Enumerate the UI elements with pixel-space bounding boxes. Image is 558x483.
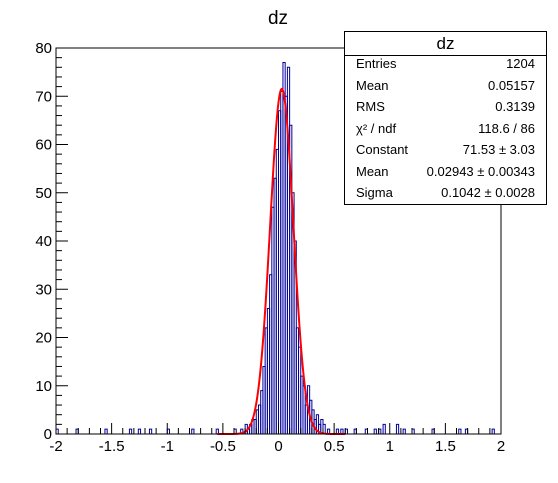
histogram-bin (128, 428, 133, 434)
x-tick-label: -1.5 (99, 438, 125, 455)
histogram-bin (458, 428, 462, 434)
x-tick-label: 0.5 (324, 438, 345, 455)
y-tick-label: 10 (35, 378, 52, 395)
stats-row-value: 1204 (506, 56, 535, 71)
stats-row: Entries 1204 (353, 54, 538, 74)
y-tick-label: 30 (35, 281, 52, 298)
x-tick-label: -0.5 (210, 438, 236, 455)
stats-row-value: 118.6 / 86 (478, 120, 535, 136)
y-tick-label: 50 (35, 185, 52, 202)
stats-row-value: 0.05157 (488, 77, 535, 93)
chart-title: dz (268, 8, 288, 29)
stats-row: Sigma 0.1042 ± 0.0028 (353, 183, 538, 203)
stats-row: Mean 0.02943 ± 0.00343 (353, 162, 538, 182)
stats-box: dz Entries 1204 Mean 0.05157 RMS 0.3139 χ² / n… (344, 31, 547, 205)
stats-row-label: Sigma (356, 185, 393, 200)
y-tick-label: 60 (35, 137, 52, 154)
x-tick-label: 2 (497, 438, 505, 455)
x-tick-label: 1 (386, 438, 394, 455)
stats-row: Constant 71.53 ± 3.03 (353, 140, 538, 160)
gaussian-fit (217, 87, 346, 435)
histogram-bin (395, 423, 400, 434)
stats-row-value: 0.02943 ± 0.00343 (426, 163, 535, 179)
histogram-bin (382, 423, 386, 434)
histogram-bin (137, 428, 142, 434)
histogram-bin (373, 428, 377, 434)
histogram-bin (326, 428, 331, 434)
y-tick-label: 0 (44, 426, 52, 443)
histogram-bin (240, 428, 244, 434)
histogram-bin (340, 428, 344, 434)
histogram-bins (55, 61, 495, 434)
stats-row-value: 71.53 ± 3.03 (462, 142, 535, 157)
histogram-bin (148, 428, 153, 434)
y-tick-label: 70 (35, 88, 52, 105)
x-tick-label: 0 (274, 438, 282, 455)
histogram-bin (191, 428, 195, 434)
y-tick-label: 20 (35, 330, 52, 347)
histogram-bin (491, 428, 495, 434)
x-tick-label: -1 (161, 438, 174, 455)
stats-row-value: 0.1042 ± 0.0028 (441, 185, 535, 200)
stats-row-label: Mean (356, 77, 389, 93)
stats-row-label: χ² / ndf (356, 120, 397, 136)
stats-row-value: 0.3139 (495, 99, 535, 114)
histogram-bin (402, 428, 406, 434)
stats-row-label: Constant (356, 142, 409, 157)
fit-curve (217, 87, 346, 435)
histogram-bin (104, 428, 108, 434)
x-tick-label: 1.5 (435, 438, 456, 455)
stats-row-label: RMS (356, 99, 385, 114)
stats-row: Mean 0.05157 (353, 76, 538, 96)
stats-row-label: Mean (356, 163, 389, 179)
stats-title: dz (345, 32, 546, 56)
y-tick-label: 80 (35, 40, 52, 57)
x-tick-label: -2 (49, 438, 62, 455)
histogram-bin (215, 428, 219, 434)
histogram-bin (335, 428, 340, 434)
y-tick-label: 40 (35, 233, 52, 250)
stats-row-label: Entries (356, 56, 397, 71)
stats-row: RMS 0.3139 (353, 97, 538, 117)
stats-row: χ² / ndf 118.6 / 86 (353, 119, 538, 139)
